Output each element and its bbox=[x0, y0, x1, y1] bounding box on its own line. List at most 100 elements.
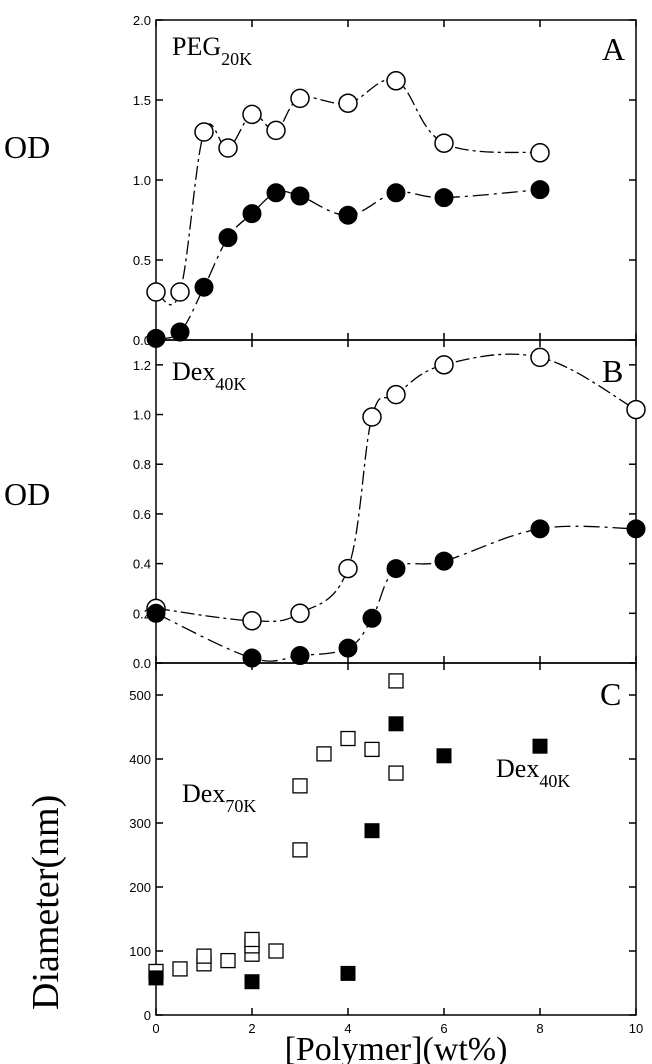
ytick-label: 1.0 bbox=[133, 408, 151, 423]
data-point-open-square bbox=[316, 746, 332, 762]
data-point-filled-circle bbox=[434, 551, 454, 571]
data-point-filled-circle bbox=[530, 180, 550, 200]
data-point-open-circle bbox=[218, 138, 238, 158]
data-point-open-square bbox=[244, 931, 260, 948]
panel-a-annotation-main: PEG bbox=[172, 32, 221, 61]
data-point-open-circle bbox=[434, 133, 454, 153]
data-point-filled-circle bbox=[266, 183, 286, 203]
data-point-filled-square bbox=[436, 748, 452, 764]
data-point-open-circle bbox=[242, 611, 262, 631]
ytick-label: 300 bbox=[129, 816, 151, 831]
data-point-filled-square bbox=[340, 965, 356, 981]
data-point-open-circle bbox=[434, 355, 454, 375]
data-point-open-circle bbox=[266, 120, 286, 141]
xtick-label: 8 bbox=[536, 1021, 543, 1036]
panel-a-annotation: PEG20K bbox=[172, 32, 252, 69]
data-point-open-circle bbox=[242, 104, 262, 125]
panel-b-annotation: Dex40K bbox=[172, 357, 246, 394]
data-point-open-square bbox=[388, 765, 404, 781]
data-point-open-circle bbox=[530, 347, 550, 368]
ytick-label: 0.6 bbox=[133, 507, 151, 522]
ytick-label: 0.4 bbox=[133, 557, 151, 572]
ytick-label: 0 bbox=[144, 1008, 151, 1023]
data-point-filled-square bbox=[148, 970, 164, 986]
data-point-filled-square bbox=[532, 738, 548, 754]
ytick-label: 100 bbox=[129, 944, 151, 959]
ytick-label: 1.5 bbox=[133, 93, 151, 108]
data-point-filled-circle bbox=[218, 228, 238, 248]
xtick-label: 6 bbox=[440, 1021, 447, 1036]
ytick-label: 0.8 bbox=[133, 457, 151, 472]
dex70k-label-main: Dex bbox=[182, 779, 225, 808]
series-line bbox=[155, 78, 541, 306]
panel-c-dex40k-label: Dex40K bbox=[496, 754, 570, 791]
data-point-open-square bbox=[196, 948, 212, 964]
data-point-filled-circle bbox=[338, 638, 358, 658]
ytick-label: 0.0 bbox=[133, 333, 151, 348]
data-point-filled-circle bbox=[194, 277, 214, 297]
data-point-filled-circle bbox=[362, 608, 382, 628]
panel-a-annotation-sub: 20K bbox=[221, 49, 252, 69]
data-point-open-circle bbox=[290, 88, 310, 109]
data-point-filled-square bbox=[388, 716, 404, 732]
data-point-open-square bbox=[364, 741, 380, 758]
data-point-filled-circle bbox=[386, 559, 406, 579]
ytick-label: 2.0 bbox=[133, 13, 151, 28]
ytick-label: 200 bbox=[129, 880, 151, 895]
data-point-open-circle bbox=[626, 399, 646, 420]
data-point-filled-square bbox=[364, 823, 380, 839]
panel-c-ylabel: Diameter(nm) bbox=[25, 795, 67, 1010]
data-point-open-circle bbox=[338, 93, 358, 113]
data-point-filled-square bbox=[244, 974, 260, 990]
data-point-filled-circle bbox=[530, 519, 550, 539]
data-point-filled-circle bbox=[170, 322, 190, 342]
data-point-filled-circle bbox=[338, 205, 358, 225]
panel-c-letter: C bbox=[600, 676, 621, 712]
panel-b-ylabel: OD bbox=[4, 476, 50, 512]
panel-c-frame bbox=[155, 662, 637, 1016]
data-point-open-circle bbox=[194, 122, 214, 142]
data-point-open-circle bbox=[386, 71, 406, 91]
data-point-open-square bbox=[268, 943, 284, 959]
panel-b-letter: B bbox=[602, 353, 623, 389]
ytick-label: 1.0 bbox=[133, 173, 151, 188]
data-point-open-square bbox=[340, 730, 356, 747]
data-point-open-circle bbox=[530, 143, 550, 163]
dex40k-label-main: Dex bbox=[496, 754, 539, 783]
data-point-filled-circle bbox=[146, 603, 166, 623]
data-point-open-circle bbox=[170, 282, 190, 302]
dex70k-label-sub: 70K bbox=[225, 796, 256, 816]
ytick-label: 0.5 bbox=[133, 253, 151, 268]
data-point-open-square bbox=[220, 952, 236, 969]
xtick-label: 2 bbox=[248, 1021, 255, 1036]
xtick-label: 0 bbox=[152, 1021, 159, 1036]
data-point-open-square bbox=[388, 673, 404, 689]
ytick-label: 500 bbox=[129, 688, 151, 703]
data-point-open-circle bbox=[338, 558, 358, 579]
data-point-filled-circle bbox=[290, 186, 310, 206]
panel-b-annotation-main: Dex bbox=[172, 357, 215, 386]
data-point-open-square bbox=[292, 842, 308, 858]
panel-a-ylabel: OD bbox=[4, 129, 50, 165]
panel-c-dex70k-label: Dex70K bbox=[182, 779, 256, 816]
data-point-open-circle bbox=[362, 407, 382, 427]
data-point-open-circle bbox=[386, 384, 406, 405]
panel-b: OD Dex40K B 0.00.20.40.60.81.01.2 bbox=[4, 339, 646, 671]
xtick-label: 10 bbox=[629, 1021, 643, 1036]
panel-b-annotation-sub: 40K bbox=[215, 374, 246, 394]
series-line bbox=[155, 525, 637, 662]
ytick-label: 400 bbox=[129, 752, 151, 767]
xtick-label: 4 bbox=[344, 1021, 351, 1036]
dex40k-label-sub: 40K bbox=[539, 771, 570, 791]
panel-c: Diameter(nm) C Dex70K Dex40K 01002003004… bbox=[25, 662, 643, 1064]
data-point-filled-circle bbox=[242, 204, 262, 224]
x-axis-label: [Polymer](wt%) bbox=[285, 1031, 508, 1064]
data-point-filled-circle bbox=[434, 188, 454, 208]
panel-a-letter: A bbox=[602, 31, 625, 67]
data-point-filled-circle bbox=[290, 646, 310, 666]
data-point-open-circle bbox=[146, 282, 166, 302]
data-point-open-square bbox=[172, 961, 188, 977]
ytick-label: 0.0 bbox=[133, 656, 151, 671]
data-point-filled-circle bbox=[626, 519, 646, 539]
